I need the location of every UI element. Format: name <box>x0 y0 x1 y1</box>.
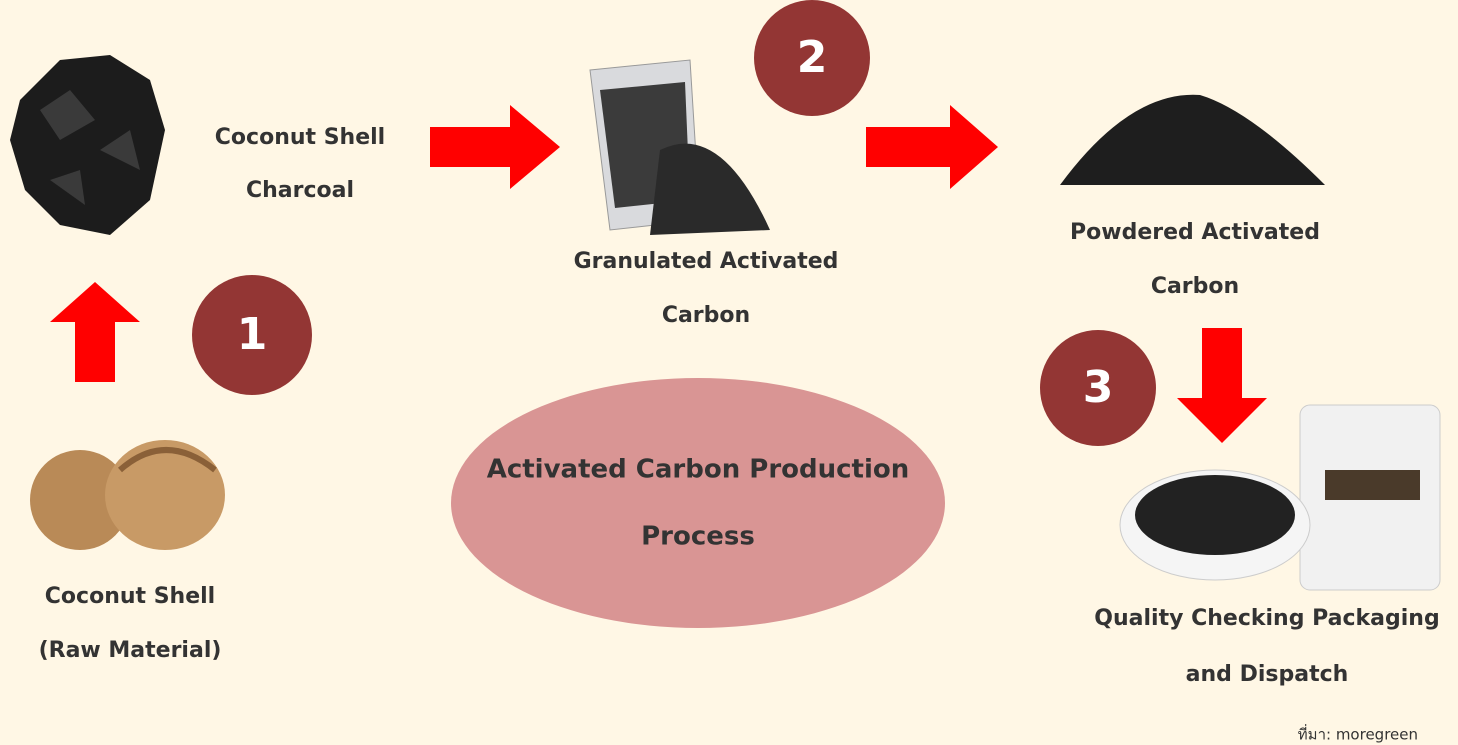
node-label: Granulated Activated <box>574 249 839 274</box>
node-label: Quality Checking Packaging <box>1094 606 1439 631</box>
step-number: 1 <box>237 309 268 360</box>
node-label: Carbon <box>1151 274 1239 299</box>
node-label: Coconut Shell <box>45 584 215 609</box>
step-number: 2 <box>797 32 828 83</box>
node-label: Powdered Activated <box>1070 220 1320 245</box>
node-label: (Raw Material) <box>39 638 222 663</box>
diagram: 1 2 3 Activated Carbon Production Proces… <box>0 0 1458 745</box>
node-label: Charcoal <box>246 178 354 203</box>
node-label: Carbon <box>662 303 750 328</box>
source: ที่มา: moregreen <box>1298 724 1418 744</box>
title: Process <box>641 522 755 552</box>
step-number: 3 <box>1083 362 1114 413</box>
node-label: Coconut Shell <box>215 125 385 150</box>
node-label: and Dispatch <box>1186 662 1349 687</box>
title-ellipse <box>451 378 945 628</box>
title: Activated Carbon Production <box>487 455 910 485</box>
coconut-image <box>30 440 225 550</box>
